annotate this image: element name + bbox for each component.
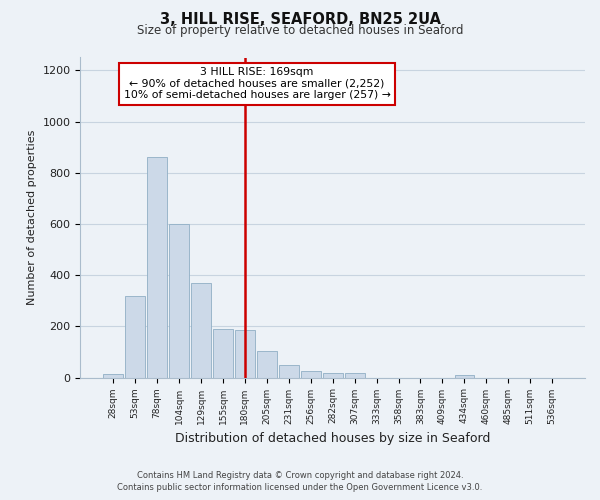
Bar <box>455 375 474 378</box>
Bar <box>323 373 343 378</box>
Bar <box>213 329 233 378</box>
Bar <box>125 296 145 378</box>
Bar <box>279 366 299 378</box>
Bar <box>301 371 320 378</box>
Bar <box>345 373 365 378</box>
Bar <box>169 224 189 378</box>
Text: Size of property relative to detached houses in Seaford: Size of property relative to detached ho… <box>137 24 463 37</box>
Bar <box>257 350 277 378</box>
Y-axis label: Number of detached properties: Number of detached properties <box>27 130 37 305</box>
Bar <box>235 330 255 378</box>
X-axis label: Distribution of detached houses by size in Seaford: Distribution of detached houses by size … <box>175 432 490 445</box>
Bar <box>147 158 167 378</box>
Text: Contains HM Land Registry data © Crown copyright and database right 2024.
Contai: Contains HM Land Registry data © Crown c… <box>118 471 482 492</box>
Bar <box>191 283 211 378</box>
Text: 3 HILL RISE: 169sqm
← 90% of detached houses are smaller (2,252)
10% of semi-det: 3 HILL RISE: 169sqm ← 90% of detached ho… <box>124 67 391 100</box>
Text: 3, HILL RISE, SEAFORD, BN25 2UA: 3, HILL RISE, SEAFORD, BN25 2UA <box>160 12 440 28</box>
Bar <box>103 374 123 378</box>
